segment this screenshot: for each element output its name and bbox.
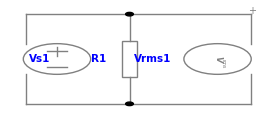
Text: V: V — [213, 56, 222, 62]
Text: rms: rms — [220, 59, 225, 68]
Circle shape — [126, 12, 133, 16]
Text: Vrms1: Vrms1 — [134, 54, 171, 64]
Bar — [122, 41, 137, 77]
Text: Vs1: Vs1 — [28, 54, 50, 64]
Text: +: + — [248, 6, 256, 16]
Text: R1: R1 — [91, 54, 106, 64]
Circle shape — [126, 102, 133, 106]
